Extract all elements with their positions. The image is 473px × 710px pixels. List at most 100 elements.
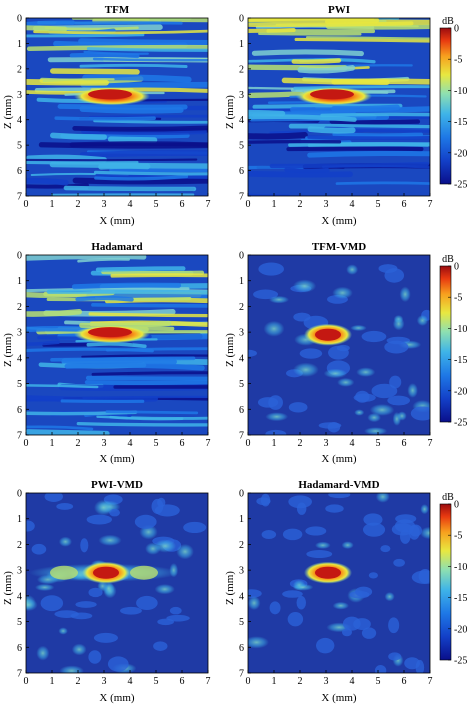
xtick-label: 3 [102,199,107,210]
ztick-label: 4 [239,591,244,602]
ztick-label: 1 [239,39,244,50]
image-panel-pwi [247,17,431,197]
ztick-label: 2 [17,302,22,313]
ztick-label: 6 [17,166,22,177]
xtick-label: 5 [376,199,381,210]
colorbar-unit-pwi: dB [442,16,454,27]
ztick-label: 2 [17,64,22,75]
xtick-label: 2 [298,676,303,687]
xtick-label: 3 [324,199,329,210]
image-panel-pwi-vmd [25,492,209,674]
xlabel-hadamard: X (mm) [99,453,134,465]
xtick-label: 3 [102,438,107,449]
image-panel-tfm-vmd [247,254,431,436]
xlabel-tfm: X (mm) [99,215,134,227]
xtick-label: 2 [298,199,303,210]
image-panel-tfm [25,17,209,197]
xtick-label: 3 [102,676,107,687]
ztick-label: 4 [17,591,22,602]
xtick-label: 4 [128,676,133,687]
xtick-label: 0 [246,438,251,449]
colorbar-tick-label: -25 [454,418,467,429]
ztick-label: 4 [239,115,244,126]
ztick-label: 6 [17,405,22,416]
ztick-label: 2 [239,64,244,75]
panel-title-pwi: PWI [328,4,350,16]
xtick-label: 0 [24,438,29,449]
ztick-label: 5 [239,141,244,152]
xtick-label: 1 [50,676,55,687]
panel-title-pwi-vmd: PWI-VMD [91,479,143,491]
xtick-label: 5 [376,438,381,449]
xtick-label: 4 [128,438,133,449]
ztick-label: 0 [17,251,22,262]
ztick-label: 1 [17,39,22,50]
ztick-label: 3 [17,90,22,101]
xtick-label: 7 [206,438,211,449]
xtick-label: 6 [180,199,185,210]
xtick-label: 6 [402,438,407,449]
xtick-label: 0 [246,676,251,687]
panel-title-tfm: TFM [105,4,130,16]
xtick-label: 0 [24,199,29,210]
colorbar-tick-label: -25 [454,180,467,191]
ylabel-tfm: Z (mm) [2,95,14,129]
ztick-label: 2 [239,302,244,313]
ztick-label: 3 [239,90,244,101]
ztick-label: 3 [17,566,22,577]
colorbar-tick-label: -15 [454,355,467,366]
colorbar-tick-label: 0 [454,262,459,273]
ztick-label: 5 [17,379,22,390]
xtick-label: 2 [298,438,303,449]
ztick-label: 6 [239,643,244,654]
ztick-label: 6 [17,643,22,654]
ztick-label: 1 [17,276,22,287]
ylabel-hadamard: Z (mm) [2,333,14,367]
colorbar-tick-label: -5 [454,531,462,542]
ylabel-pwi-vmd: Z (mm) [2,571,14,605]
xlabel-hadamard-vmd: X (mm) [321,692,356,704]
xtick-label: 5 [154,438,159,449]
xtick-label: 7 [428,199,433,210]
colorbar-unit-hadamard-vmd: dB [442,492,454,503]
colorbar-tick-label: 0 [454,500,459,511]
colorbar-tick-label: -5 [454,55,462,66]
ylabel-pwi: Z (mm) [224,95,236,129]
ztick-label: 6 [239,166,244,177]
colorbar-tick-label: -20 [454,624,467,635]
xlabel-tfm-vmd: X (mm) [321,453,356,465]
xlabel-pwi-vmd: X (mm) [99,692,134,704]
ztick-label: 4 [17,115,22,126]
xtick-label: 1 [272,438,277,449]
xtick-label: 7 [206,676,211,687]
image-panel-hadamard-vmd [247,492,431,674]
ztick-label: 7 [239,431,244,442]
xtick-label: 1 [50,199,55,210]
xtick-label: 7 [206,199,211,210]
ztick-label: 0 [239,489,244,500]
xtick-label: 6 [180,438,185,449]
ztick-label: 3 [17,328,22,339]
colorbar-tick-label: -25 [454,656,467,667]
xtick-label: 5 [154,199,159,210]
panel-title-hadamard: Hadamard [91,241,142,253]
ztick-label: 1 [239,276,244,287]
ylabel-hadamard-vmd: Z (mm) [224,571,236,605]
xtick-label: 5 [154,676,159,687]
colorbar-tick-label: 0 [454,24,459,35]
xtick-label: 1 [272,199,277,210]
xtick-label: 2 [76,676,81,687]
ztick-label: 1 [239,514,244,525]
colorbar-tick-label: -5 [454,293,462,304]
xtick-label: 3 [324,438,329,449]
ztick-label: 2 [239,540,244,551]
ztick-label: 5 [239,617,244,628]
xtick-label: 7 [428,676,433,687]
xtick-label: 0 [246,199,251,210]
ztick-label: 2 [17,540,22,551]
ztick-label: 4 [17,353,22,364]
xtick-label: 7 [428,438,433,449]
xtick-label: 5 [376,676,381,687]
xtick-label: 4 [350,438,355,449]
